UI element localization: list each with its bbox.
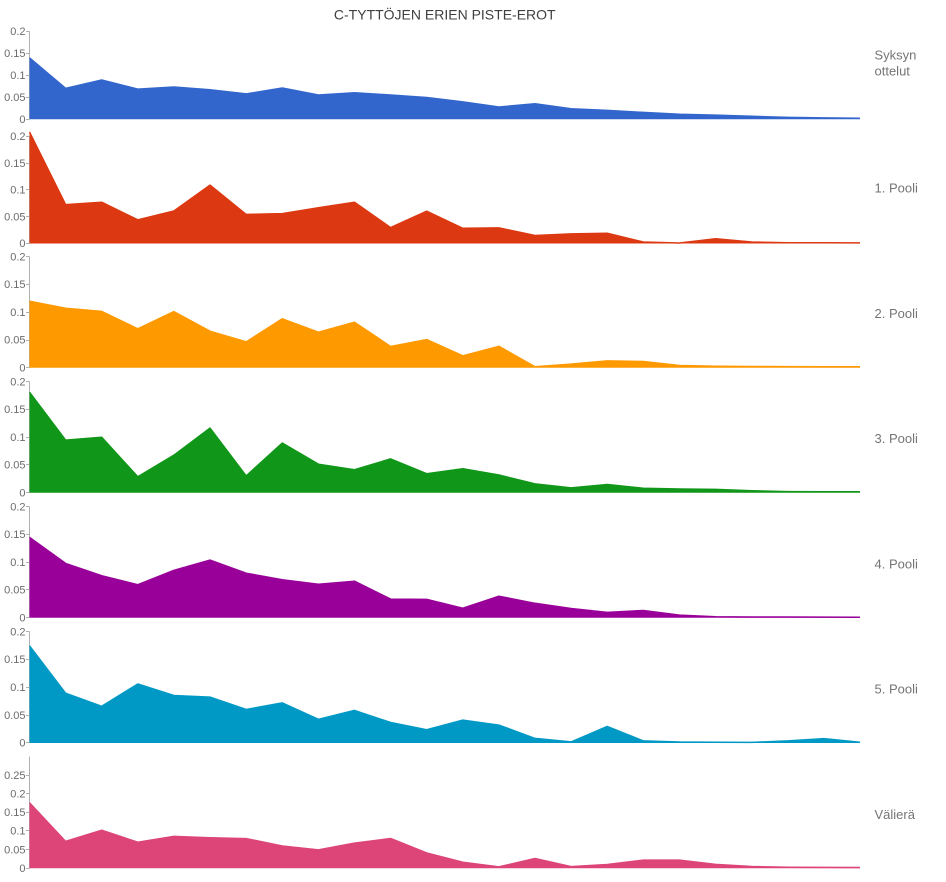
svg-text:0.15: 0.15 — [4, 48, 25, 60]
svg-text:0.1: 0.1 — [10, 826, 25, 838]
svg-text:ottelut: ottelut — [875, 64, 911, 79]
svg-text:0.05: 0.05 — [4, 844, 25, 856]
svg-text:0: 0 — [19, 488, 25, 500]
svg-text:0.05: 0.05 — [4, 335, 25, 347]
svg-text:0.1: 0.1 — [10, 70, 25, 82]
svg-text:0.1: 0.1 — [10, 307, 25, 319]
svg-text:0: 0 — [19, 863, 25, 875]
svg-text:0.05: 0.05 — [4, 710, 25, 722]
svg-text:0.1: 0.1 — [10, 185, 25, 197]
svg-text:0.15: 0.15 — [4, 654, 25, 666]
svg-text:0.05: 0.05 — [4, 460, 25, 472]
svg-text:0: 0 — [19, 738, 25, 750]
svg-text:0: 0 — [19, 238, 25, 250]
svg-text:0.2: 0.2 — [10, 376, 25, 388]
svg-text:0.25: 0.25 — [4, 770, 25, 782]
svg-text:Syksyn: Syksyn — [875, 47, 917, 62]
svg-text:0.05: 0.05 — [4, 585, 25, 597]
svg-text:1. Pooli: 1. Pooli — [875, 181, 918, 196]
svg-text:0.15: 0.15 — [4, 529, 25, 541]
svg-text:0.05: 0.05 — [4, 211, 25, 223]
svg-text:0: 0 — [19, 114, 25, 126]
svg-text:0: 0 — [19, 363, 25, 375]
svg-text:Välierä: Välierä — [875, 807, 916, 822]
svg-text:0.1: 0.1 — [10, 557, 25, 569]
svg-text:0.2: 0.2 — [10, 626, 25, 638]
svg-text:0.2: 0.2 — [10, 251, 25, 263]
svg-text:0.15: 0.15 — [4, 279, 25, 291]
svg-text:0.15: 0.15 — [4, 404, 25, 416]
svg-text:0.15: 0.15 — [4, 807, 25, 819]
svg-text:0.1: 0.1 — [10, 682, 25, 694]
svg-text:0.2: 0.2 — [10, 789, 25, 801]
svg-text:5. Pooli: 5. Pooli — [875, 682, 918, 697]
svg-text:0.2: 0.2 — [10, 131, 25, 143]
svg-text:0.2: 0.2 — [10, 26, 25, 38]
svg-text:0.1: 0.1 — [10, 432, 25, 444]
svg-text:0: 0 — [19, 612, 25, 624]
svg-text:3. Pooli: 3. Pooli — [875, 431, 918, 446]
svg-text:0.05: 0.05 — [4, 92, 25, 104]
svg-text:4. Pooli: 4. Pooli — [875, 556, 918, 571]
svg-text:2. Pooli: 2. Pooli — [875, 306, 918, 321]
svg-text:0.2: 0.2 — [10, 501, 25, 513]
svg-text:0.15: 0.15 — [4, 158, 25, 170]
svg-text:C-TYTTÖJEN ERIEN PISTE-EROT: C-TYTTÖJEN ERIEN PISTE-EROT — [334, 6, 556, 23]
